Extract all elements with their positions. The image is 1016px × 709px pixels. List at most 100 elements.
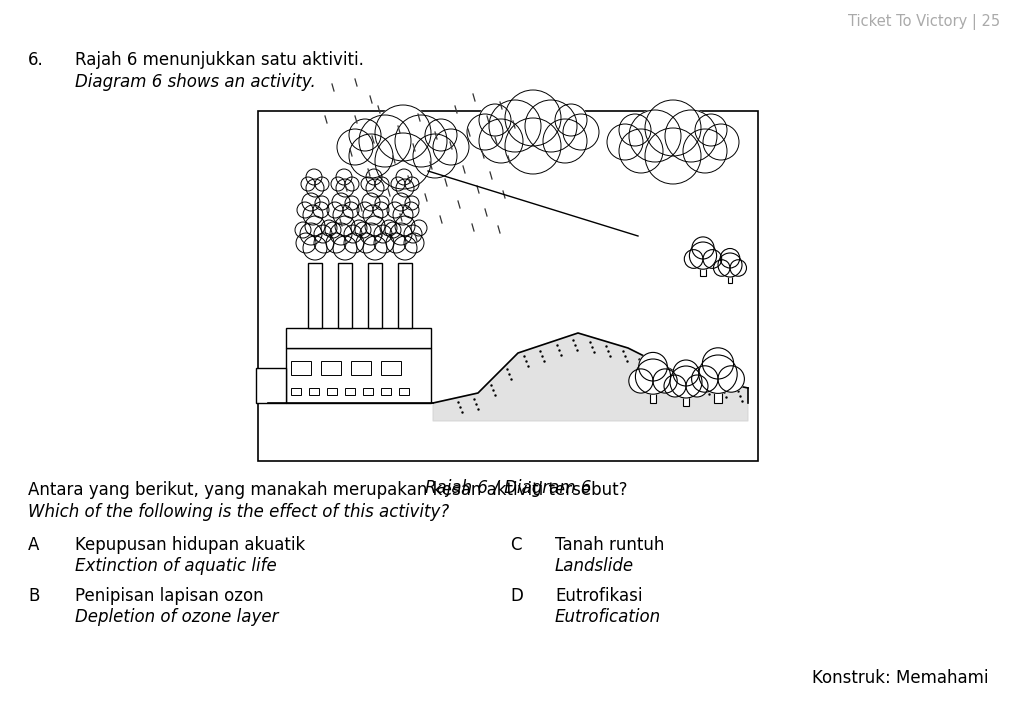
- Circle shape: [303, 236, 327, 260]
- Text: Which of the following is the effect of this activity?: Which of the following is the effect of …: [28, 503, 449, 521]
- Circle shape: [374, 233, 394, 253]
- Circle shape: [489, 100, 541, 152]
- Circle shape: [357, 202, 373, 218]
- Circle shape: [363, 205, 383, 225]
- Polygon shape: [714, 381, 721, 403]
- Circle shape: [313, 202, 329, 218]
- Circle shape: [731, 259, 747, 277]
- Circle shape: [335, 216, 355, 236]
- FancyBboxPatch shape: [381, 388, 391, 395]
- Circle shape: [366, 179, 384, 197]
- Circle shape: [629, 369, 653, 393]
- Circle shape: [391, 177, 405, 191]
- Circle shape: [356, 233, 376, 253]
- Circle shape: [336, 169, 352, 185]
- Circle shape: [375, 177, 389, 191]
- Circle shape: [366, 169, 382, 185]
- Circle shape: [385, 222, 401, 238]
- Polygon shape: [308, 263, 322, 328]
- Circle shape: [392, 193, 410, 211]
- Text: Penipisan lapisan ozon: Penipisan lapisan ozon: [75, 587, 263, 605]
- Circle shape: [673, 360, 699, 386]
- Circle shape: [619, 129, 663, 173]
- Circle shape: [686, 375, 708, 397]
- Circle shape: [702, 348, 734, 379]
- Text: Rajah 6 menunjukkan satu aktiviti.: Rajah 6 menunjukkan satu aktiviti.: [75, 51, 364, 69]
- Circle shape: [393, 205, 412, 225]
- Circle shape: [403, 202, 419, 218]
- Circle shape: [314, 225, 332, 243]
- Polygon shape: [368, 263, 382, 328]
- Circle shape: [639, 352, 668, 381]
- Text: Rajah 6 / Diagram 6: Rajah 6 / Diagram 6: [425, 479, 591, 497]
- Circle shape: [333, 236, 357, 260]
- Text: Ticket To Victory | 25: Ticket To Victory | 25: [848, 14, 1000, 30]
- Circle shape: [306, 169, 322, 185]
- Polygon shape: [727, 269, 733, 283]
- Circle shape: [629, 110, 681, 162]
- Circle shape: [467, 114, 503, 150]
- Circle shape: [327, 202, 343, 218]
- Circle shape: [685, 250, 703, 268]
- Circle shape: [412, 134, 457, 178]
- Circle shape: [411, 220, 427, 236]
- Text: Landslide: Landslide: [555, 557, 634, 575]
- Circle shape: [619, 114, 651, 146]
- Circle shape: [433, 129, 469, 165]
- Text: D: D: [510, 587, 523, 605]
- Text: Eutrofikasi: Eutrofikasi: [555, 587, 642, 605]
- Circle shape: [607, 124, 643, 160]
- Circle shape: [375, 105, 431, 161]
- Polygon shape: [433, 333, 748, 421]
- Circle shape: [664, 375, 686, 397]
- Circle shape: [692, 366, 718, 392]
- Circle shape: [306, 179, 324, 197]
- Circle shape: [525, 100, 577, 152]
- Circle shape: [395, 216, 415, 236]
- Circle shape: [543, 119, 587, 163]
- Circle shape: [645, 100, 701, 156]
- Circle shape: [374, 225, 392, 243]
- FancyBboxPatch shape: [345, 388, 355, 395]
- Circle shape: [344, 225, 362, 243]
- Circle shape: [363, 236, 387, 260]
- Circle shape: [404, 233, 424, 253]
- Circle shape: [404, 225, 422, 243]
- Circle shape: [505, 118, 561, 174]
- Circle shape: [386, 233, 406, 253]
- FancyBboxPatch shape: [321, 361, 341, 375]
- Circle shape: [333, 205, 353, 225]
- Polygon shape: [398, 263, 412, 328]
- Circle shape: [718, 366, 745, 392]
- FancyBboxPatch shape: [351, 361, 371, 375]
- Circle shape: [375, 196, 389, 210]
- Circle shape: [635, 359, 671, 394]
- Text: Tanah runtuh: Tanah runtuh: [555, 536, 664, 554]
- Polygon shape: [683, 388, 689, 406]
- Circle shape: [703, 250, 721, 268]
- Circle shape: [295, 222, 311, 238]
- FancyBboxPatch shape: [258, 111, 758, 461]
- Circle shape: [720, 248, 740, 268]
- Polygon shape: [285, 348, 431, 403]
- Circle shape: [351, 220, 367, 236]
- Circle shape: [396, 169, 412, 185]
- Circle shape: [405, 177, 419, 191]
- Circle shape: [396, 179, 414, 197]
- Circle shape: [395, 115, 447, 167]
- Circle shape: [325, 222, 341, 238]
- Circle shape: [375, 133, 431, 189]
- Circle shape: [345, 196, 359, 210]
- Text: Extinction of aquatic life: Extinction of aquatic life: [75, 557, 276, 575]
- Circle shape: [405, 196, 419, 210]
- FancyBboxPatch shape: [291, 361, 311, 375]
- Circle shape: [345, 177, 359, 191]
- Circle shape: [373, 202, 389, 218]
- Circle shape: [302, 193, 320, 211]
- Text: 6.: 6.: [28, 51, 44, 69]
- FancyBboxPatch shape: [363, 388, 373, 395]
- FancyBboxPatch shape: [291, 388, 301, 395]
- Circle shape: [314, 233, 334, 253]
- Circle shape: [315, 177, 329, 191]
- Text: Konstruk: Memahami: Konstruk: Memahami: [812, 669, 988, 687]
